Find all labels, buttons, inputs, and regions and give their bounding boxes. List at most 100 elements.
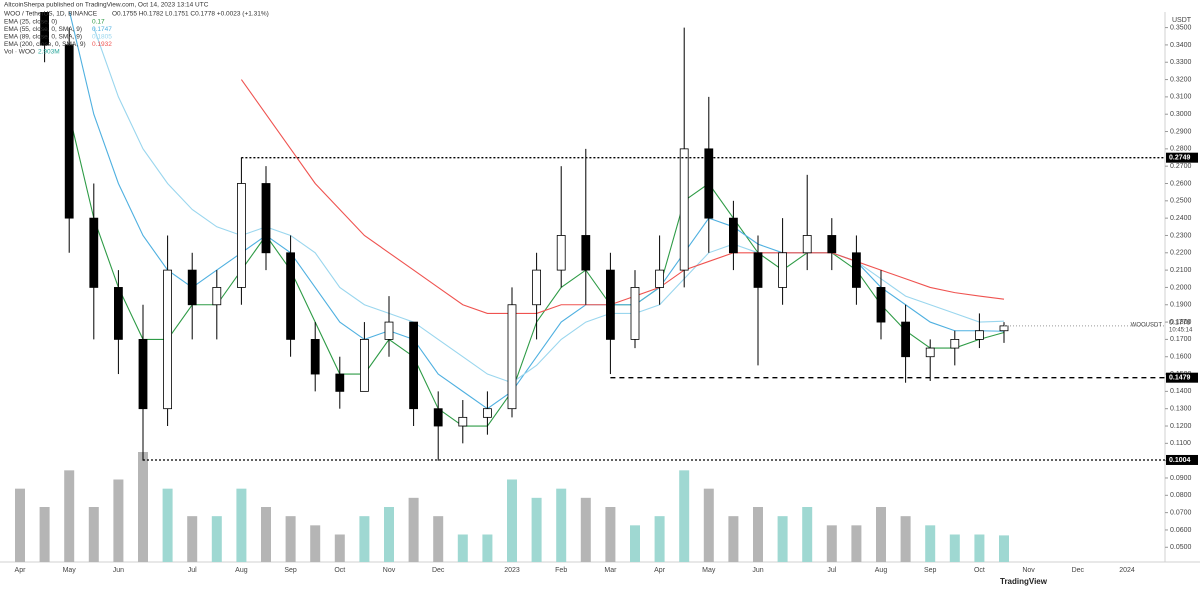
x-tick-label: 2023 <box>504 567 520 574</box>
y-tick-label: 0.1400 <box>1170 388 1192 395</box>
level-label: 0.1479 <box>1169 375 1191 382</box>
x-tick-label: May <box>63 567 77 574</box>
legend-text: WOO / TetherUS, 1D, BINANCE <box>4 11 98 18</box>
volume-bar <box>507 479 517 562</box>
volume-bar <box>433 516 444 562</box>
volume-bar <box>261 507 271 562</box>
volume-bar <box>531 497 542 562</box>
volume-bar <box>703 488 714 562</box>
candle-body <box>507 304 517 410</box>
volume-bar <box>999 535 1009 562</box>
candle-body <box>286 252 296 340</box>
level-box <box>1166 372 1198 383</box>
legend-text: EMA (200, close, 0, SMA, 9) <box>4 41 86 48</box>
y-tick-label: 0.3300 <box>1170 59 1192 66</box>
legend-text: O0.1755 H0.1782 L0.1751 C0.1778 +0.0023 … <box>112 11 269 18</box>
x-tick-label: Jul <box>188 567 197 574</box>
x-tick-label: Aug <box>875 567 888 574</box>
level-box <box>1166 454 1198 465</box>
volume-bar <box>802 507 813 562</box>
volume-bar <box>654 516 665 562</box>
candle-body <box>482 408 492 418</box>
volume-bar <box>900 516 911 562</box>
x-tick-label: Sep <box>924 567 937 574</box>
ema-line <box>240 79 1005 314</box>
volume-bar <box>64 470 75 562</box>
symbol-label: WOOUSDT <box>1131 322 1163 328</box>
candle-body <box>556 235 566 271</box>
volume-bar <box>679 470 690 562</box>
x-tick-label: 2024 <box>1119 567 1135 574</box>
volume-bar <box>851 525 862 562</box>
x-tick-label: Dec <box>432 567 445 574</box>
y-tick-label: 0.1600 <box>1170 354 1192 361</box>
candle-body <box>310 339 320 375</box>
x-tick-label: Apr <box>654 567 666 574</box>
candle-body <box>950 339 960 349</box>
volume-bar <box>457 534 468 562</box>
y-tick-label: 0.0500 <box>1170 544 1192 551</box>
y-tick-label: 0.2100 <box>1170 267 1192 274</box>
candle-body <box>163 269 173 410</box>
candle-body <box>704 148 714 219</box>
volume-bar <box>826 525 837 562</box>
candle-body <box>359 339 369 392</box>
legend-text: 2.903M <box>38 49 60 56</box>
volume-bar <box>925 525 936 562</box>
candle-body <box>433 408 443 427</box>
candle-body <box>212 287 222 306</box>
candle-body <box>261 183 271 254</box>
candle-body <box>876 287 886 323</box>
candle-body <box>630 287 640 340</box>
y-tick-label: 0.3200 <box>1170 76 1192 83</box>
candle-body <box>236 183 246 288</box>
candle-body <box>679 148 689 271</box>
candle-body <box>802 235 812 254</box>
candle-body <box>409 321 419 410</box>
y-tick-label: 0.1700 <box>1170 336 1192 343</box>
y-tick-label: 0.2700 <box>1170 163 1192 170</box>
x-tick-label: Sep <box>284 567 297 574</box>
candle-body <box>852 252 861 288</box>
volume-bar <box>974 534 985 562</box>
candle-body <box>778 252 787 288</box>
candle-body <box>581 235 591 271</box>
y-tick-label: 0.2500 <box>1170 198 1192 205</box>
candle-body <box>138 339 148 410</box>
countdown: 10:45:14 <box>1169 327 1193 333</box>
candle-body <box>64 44 74 219</box>
y-tick-label: 0.0700 <box>1170 509 1192 516</box>
volume-bar <box>630 525 640 562</box>
legend-text: EMA (55, close, 0, SMA, 9) <box>4 26 82 33</box>
plot-area <box>15 12 1009 562</box>
watermark: TradingView <box>1000 577 1048 586</box>
candle-body <box>458 416 468 427</box>
x-tick-label: Oct <box>334 567 345 574</box>
y-tick-label: 0.2000 <box>1170 284 1192 291</box>
currency: USDT <box>1172 17 1192 24</box>
volume-bar <box>359 516 370 562</box>
legend-text: 0.1747 <box>92 26 112 33</box>
volume-bar <box>728 516 739 562</box>
legend-text: 0.1805 <box>92 34 112 41</box>
legend-text: 0.1932 <box>92 41 112 48</box>
volume-bar <box>876 507 886 562</box>
candle-body <box>753 252 763 288</box>
y-tick-label: 0.1300 <box>1170 406 1192 413</box>
x-tick-label: Jul <box>827 567 836 574</box>
y-tick-label: 0.2200 <box>1170 250 1192 257</box>
x-tick-label: Aug <box>235 567 248 574</box>
candle-body <box>901 321 910 358</box>
legend-text: 0.17 <box>92 19 105 26</box>
volume-bar <box>777 516 788 562</box>
y-tick-label: 0.2400 <box>1170 215 1192 222</box>
y-tick-label: 0.2900 <box>1170 128 1192 135</box>
candle-body <box>114 287 123 340</box>
candle-body <box>975 330 984 340</box>
candle-body <box>187 269 197 306</box>
y-tick-label: 0.0900 <box>1170 475 1192 482</box>
y-tick-label: 0.1200 <box>1170 423 1192 430</box>
volume-bar <box>162 488 173 562</box>
